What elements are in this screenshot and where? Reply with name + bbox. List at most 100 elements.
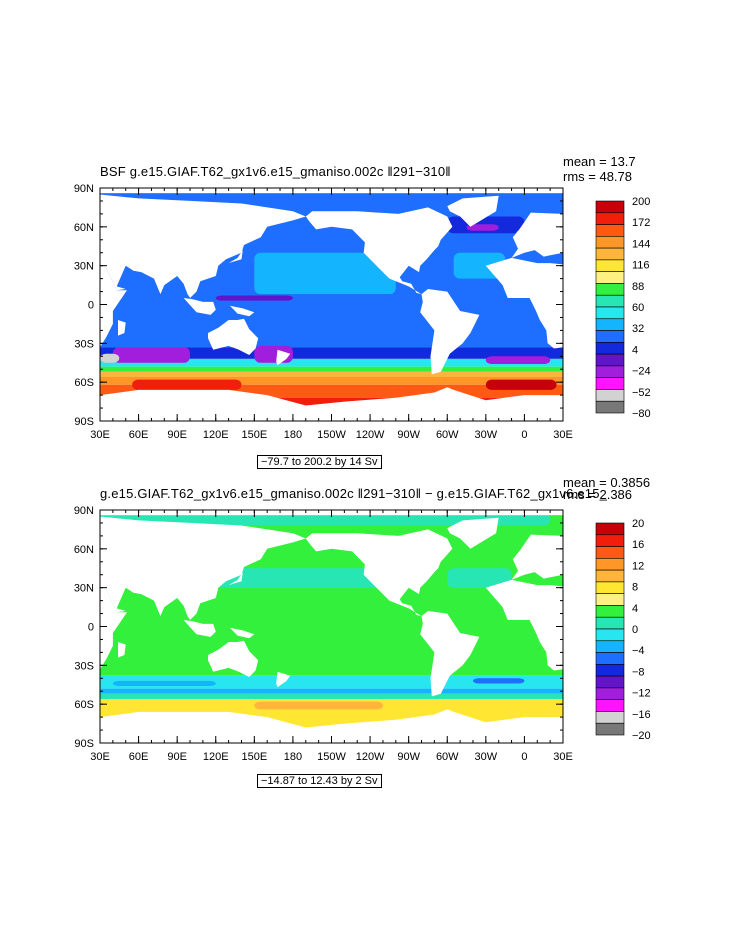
lon-label: 150W bbox=[317, 751, 346, 763]
colorbar-label: 8 bbox=[632, 582, 638, 594]
field-band bbox=[100, 376, 563, 385]
lon-label: 150W bbox=[317, 429, 346, 441]
lat-label: 60S bbox=[74, 377, 94, 389]
lon-label: 0 bbox=[521, 751, 527, 763]
colorbar-swatch bbox=[595, 687, 625, 700]
lon-label: 90E bbox=[167, 751, 187, 763]
colorbar-swatch bbox=[595, 259, 625, 272]
field-patch bbox=[215, 295, 293, 301]
land-namerica bbox=[305, 207, 453, 295]
lon-label: 150E bbox=[241, 429, 267, 441]
panel-title: g.e15.GIAF.T62_gx1v6.e15_gmaniso.002c ‖2… bbox=[100, 486, 608, 501]
land-africa2 bbox=[485, 579, 563, 671]
colorbar-swatch bbox=[595, 353, 625, 367]
mean-label: mean = 13.7 bbox=[563, 154, 636, 169]
rms-label: rms = 2.386 bbox=[563, 487, 633, 502]
lon-label: 120W bbox=[356, 429, 385, 441]
field-patch bbox=[485, 356, 551, 365]
colorbar-label: −8 bbox=[632, 666, 645, 678]
colorbar-label: 60 bbox=[632, 302, 644, 314]
colorbar-swatch bbox=[595, 675, 625, 689]
colorbar: 200 172 144 116 88 60 32 4 −24 −52 −80 bbox=[595, 196, 651, 420]
lat-label: 30S bbox=[74, 660, 94, 672]
colorbar-swatch bbox=[595, 546, 625, 559]
colorbar-swatch bbox=[595, 306, 625, 320]
colorbar-swatch bbox=[595, 212, 625, 225]
lon-label: 0 bbox=[521, 429, 527, 441]
field-band bbox=[100, 347, 563, 359]
field-band bbox=[100, 366, 563, 372]
field-patch bbox=[472, 678, 525, 684]
lon-label: 30W bbox=[475, 751, 498, 763]
field-patch bbox=[254, 701, 383, 710]
lon-label: 180 bbox=[284, 429, 302, 441]
mean-label: mean = 0.3856 bbox=[563, 475, 651, 490]
land-greenland bbox=[447, 195, 499, 227]
land-nzealand bbox=[276, 671, 291, 688]
lon-label: 120E bbox=[203, 429, 229, 441]
colorbar-swatch bbox=[595, 711, 625, 724]
land-samerica bbox=[420, 289, 480, 375]
land-newguinea bbox=[229, 627, 255, 639]
colorbar-swatch bbox=[595, 640, 625, 653]
lon-label: 180 bbox=[284, 751, 302, 763]
lat-label: 60N bbox=[74, 544, 94, 556]
lat-label: 60S bbox=[74, 699, 94, 711]
land-greenland bbox=[447, 517, 499, 549]
colorbar-label: 144 bbox=[632, 238, 650, 250]
colorbar-label: 0 bbox=[632, 624, 638, 636]
lon-label: 60W bbox=[436, 429, 459, 441]
lon-label: 30E bbox=[553, 429, 573, 441]
rms-label: rms = 48.78 bbox=[563, 169, 633, 184]
field-patch bbox=[132, 379, 242, 390]
colorbar-label: 116 bbox=[632, 260, 650, 272]
colorbar-label: −52 bbox=[632, 387, 651, 399]
colorbar-swatch bbox=[595, 699, 625, 712]
contour-caption: −14.87 to 12.43 by 2 Sv bbox=[257, 774, 382, 788]
colorbar-label: 12 bbox=[632, 560, 644, 572]
lon-label: 120E bbox=[203, 751, 229, 763]
lon-label: 90W bbox=[397, 429, 420, 441]
lon-label: 90E bbox=[167, 429, 187, 441]
lon-label: 90W bbox=[397, 751, 420, 763]
field-band bbox=[100, 358, 563, 367]
colorbar-label: 4 bbox=[632, 603, 638, 615]
land-japan bbox=[228, 572, 243, 586]
field-band bbox=[100, 371, 563, 377]
lat-label: 90S bbox=[74, 416, 94, 428]
colorbar-swatch bbox=[595, 628, 625, 642]
panel-title: BSF g.e15.GIAF.T62_gx1v6.e15_gmaniso.002… bbox=[100, 164, 451, 179]
land-europe bbox=[511, 212, 563, 258]
colorbar-swatch bbox=[595, 522, 625, 536]
lat-label: 30N bbox=[74, 261, 94, 273]
colorbar-label: −24 bbox=[632, 366, 651, 378]
land-africa2 bbox=[485, 257, 563, 349]
field-patch bbox=[100, 353, 120, 363]
land-africa bbox=[100, 264, 127, 348]
colorbar-swatch bbox=[595, 722, 625, 736]
colorbar-label: 172 bbox=[632, 217, 650, 229]
colorbar-swatch bbox=[595, 200, 625, 214]
colorbar-swatch bbox=[595, 342, 625, 355]
land-australia bbox=[208, 640, 259, 677]
field-band bbox=[100, 693, 563, 699]
colorbar-swatch bbox=[595, 283, 625, 296]
colorbar-label: 200 bbox=[632, 196, 650, 208]
colorbar-swatch bbox=[595, 558, 625, 571]
field-band bbox=[100, 688, 563, 694]
land-indonesia bbox=[183, 298, 216, 315]
lon-label: 30W bbox=[475, 429, 498, 441]
colorbar-swatch bbox=[595, 318, 625, 331]
lat-label: 90S bbox=[74, 738, 94, 750]
bsf-panel: BSF g.e15.GIAF.T62_gx1v6.e15_gmaniso.002… bbox=[0, 150, 733, 470]
land-australia bbox=[208, 318, 259, 355]
lon-label: 30E bbox=[90, 429, 110, 441]
colorbar: 20 16 12 8 4 0 −4 −8 −12 −16 −20 bbox=[595, 518, 651, 742]
colorbar-label: −80 bbox=[632, 408, 651, 420]
land-indonesia bbox=[183, 620, 216, 637]
land-europe bbox=[511, 534, 563, 580]
lat-label: 0 bbox=[88, 622, 94, 634]
